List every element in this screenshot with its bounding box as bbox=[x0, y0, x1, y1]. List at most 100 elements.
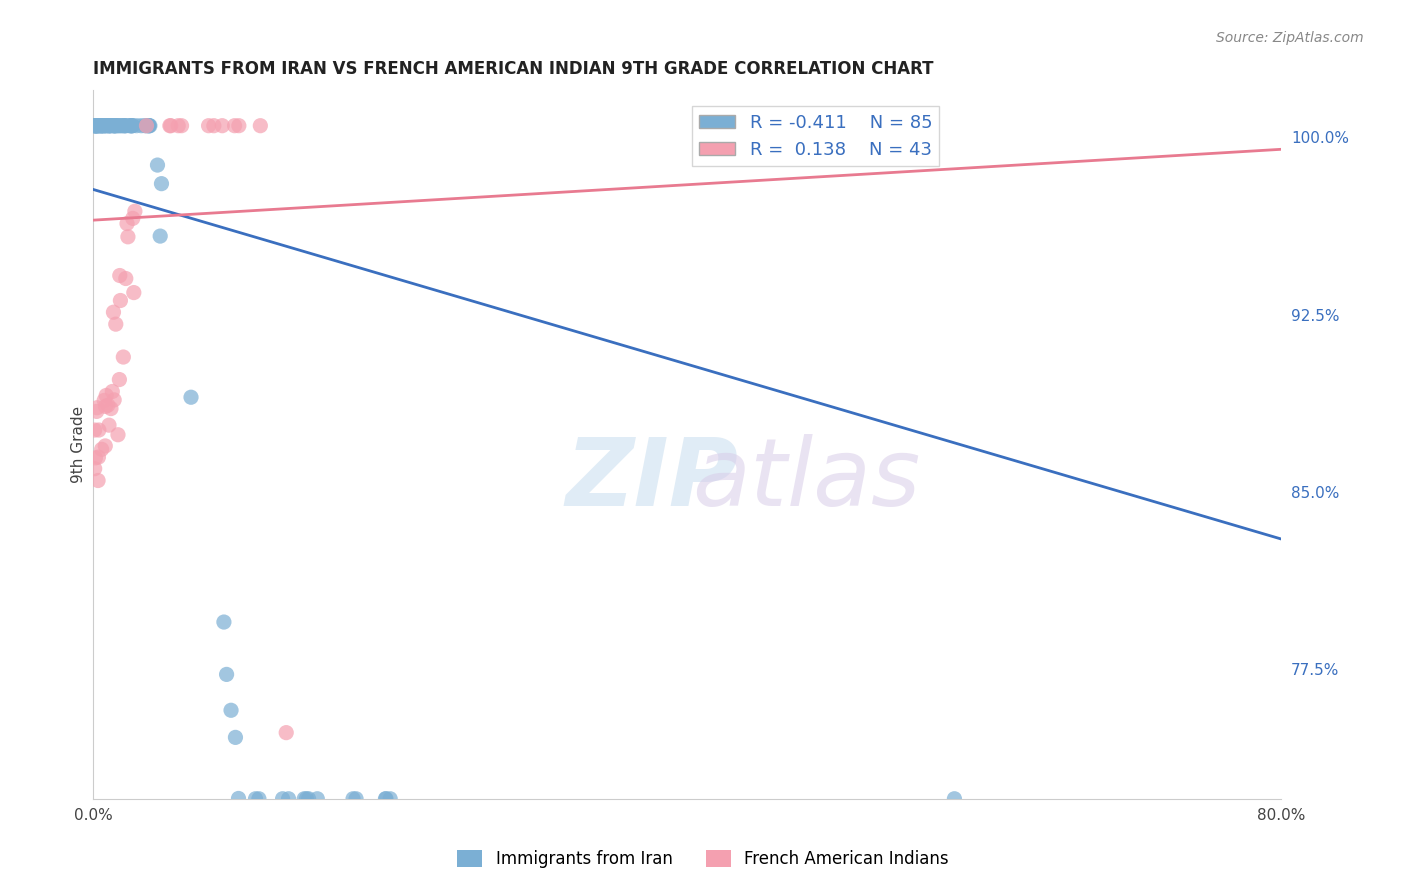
Point bbox=[103, 119, 125, 133]
Point bbox=[138, 119, 160, 133]
Point bbox=[110, 293, 132, 308]
Point bbox=[90, 119, 112, 133]
Point bbox=[86, 404, 108, 418]
Point bbox=[228, 119, 250, 133]
Point bbox=[344, 791, 367, 805]
Point bbox=[100, 401, 122, 416]
Point bbox=[138, 119, 160, 133]
Point bbox=[94, 439, 117, 453]
Point bbox=[224, 119, 246, 133]
Point bbox=[180, 390, 202, 404]
Point bbox=[98, 119, 121, 133]
Point bbox=[114, 271, 136, 285]
Point bbox=[83, 119, 105, 133]
Point bbox=[83, 119, 105, 133]
Point bbox=[105, 119, 128, 133]
Point bbox=[295, 791, 318, 805]
Point bbox=[118, 119, 141, 133]
Text: IMMIGRANTS FROM IRAN VS FRENCH AMERICAN INDIAN 9TH GRADE CORRELATION CHART: IMMIGRANTS FROM IRAN VS FRENCH AMERICAN … bbox=[93, 60, 934, 78]
Point bbox=[97, 398, 120, 412]
Point bbox=[224, 731, 246, 745]
Point bbox=[104, 119, 127, 133]
Y-axis label: 9th Grade: 9th Grade bbox=[72, 406, 86, 483]
Point bbox=[167, 119, 190, 133]
Point bbox=[96, 119, 118, 133]
Point bbox=[103, 119, 125, 133]
Point bbox=[307, 791, 329, 805]
Point bbox=[90, 119, 112, 133]
Point bbox=[249, 119, 271, 133]
Point bbox=[91, 119, 114, 133]
Text: ZIP: ZIP bbox=[565, 434, 738, 526]
Point bbox=[107, 427, 129, 442]
Point bbox=[93, 119, 115, 133]
Point bbox=[114, 119, 136, 133]
Point bbox=[90, 119, 112, 133]
Point bbox=[86, 119, 108, 133]
Point bbox=[100, 119, 122, 133]
Point bbox=[115, 119, 138, 133]
Point bbox=[87, 119, 110, 133]
Point bbox=[98, 418, 121, 433]
Point bbox=[83, 461, 105, 475]
Point bbox=[108, 119, 131, 133]
Point bbox=[277, 791, 299, 805]
Point bbox=[159, 119, 181, 133]
Point bbox=[115, 217, 138, 231]
Point bbox=[86, 119, 108, 133]
Point bbox=[211, 119, 233, 133]
Point bbox=[124, 204, 146, 219]
Point bbox=[84, 119, 107, 133]
Point bbox=[112, 350, 135, 364]
Point bbox=[228, 791, 250, 805]
Point bbox=[96, 388, 118, 402]
Point bbox=[97, 119, 120, 133]
Point bbox=[374, 791, 396, 805]
Point bbox=[378, 791, 401, 805]
Legend: R = -0.411    N = 85, R =  0.138    N = 43: R = -0.411 N = 85, R = 0.138 N = 43 bbox=[692, 106, 939, 166]
Point bbox=[104, 317, 127, 331]
Point bbox=[202, 119, 225, 133]
Point bbox=[121, 119, 143, 133]
Point bbox=[87, 450, 110, 464]
Point bbox=[212, 615, 235, 629]
Point bbox=[125, 119, 148, 133]
Point bbox=[104, 119, 127, 133]
Point bbox=[271, 791, 294, 805]
Point bbox=[84, 450, 107, 465]
Point bbox=[121, 119, 143, 133]
Point bbox=[93, 393, 115, 408]
Point bbox=[159, 119, 181, 133]
Point bbox=[135, 119, 157, 133]
Point bbox=[245, 791, 267, 805]
Point bbox=[149, 229, 172, 244]
Point bbox=[96, 119, 118, 133]
Point bbox=[108, 373, 131, 387]
Point bbox=[134, 119, 156, 133]
Point bbox=[108, 268, 131, 283]
Point bbox=[83, 119, 105, 133]
Point bbox=[112, 119, 135, 133]
Point bbox=[87, 119, 110, 133]
Point bbox=[107, 119, 129, 133]
Point bbox=[87, 474, 110, 488]
Point bbox=[86, 401, 108, 415]
Legend: Immigrants from Iran, French American Indians: Immigrants from Iran, French American In… bbox=[450, 843, 956, 875]
Point bbox=[138, 119, 160, 133]
Point bbox=[84, 119, 107, 133]
Point bbox=[87, 423, 110, 437]
Point bbox=[84, 119, 107, 133]
Point bbox=[86, 119, 108, 133]
Point bbox=[84, 119, 107, 133]
Point bbox=[292, 791, 315, 805]
Point bbox=[120, 119, 142, 133]
Point bbox=[89, 119, 111, 133]
Point bbox=[146, 158, 169, 172]
Point bbox=[98, 119, 121, 133]
Point bbox=[86, 119, 108, 133]
Point bbox=[101, 384, 124, 399]
Point bbox=[94, 400, 117, 414]
Point bbox=[94, 119, 117, 133]
Point bbox=[103, 305, 125, 319]
Point bbox=[83, 423, 105, 437]
